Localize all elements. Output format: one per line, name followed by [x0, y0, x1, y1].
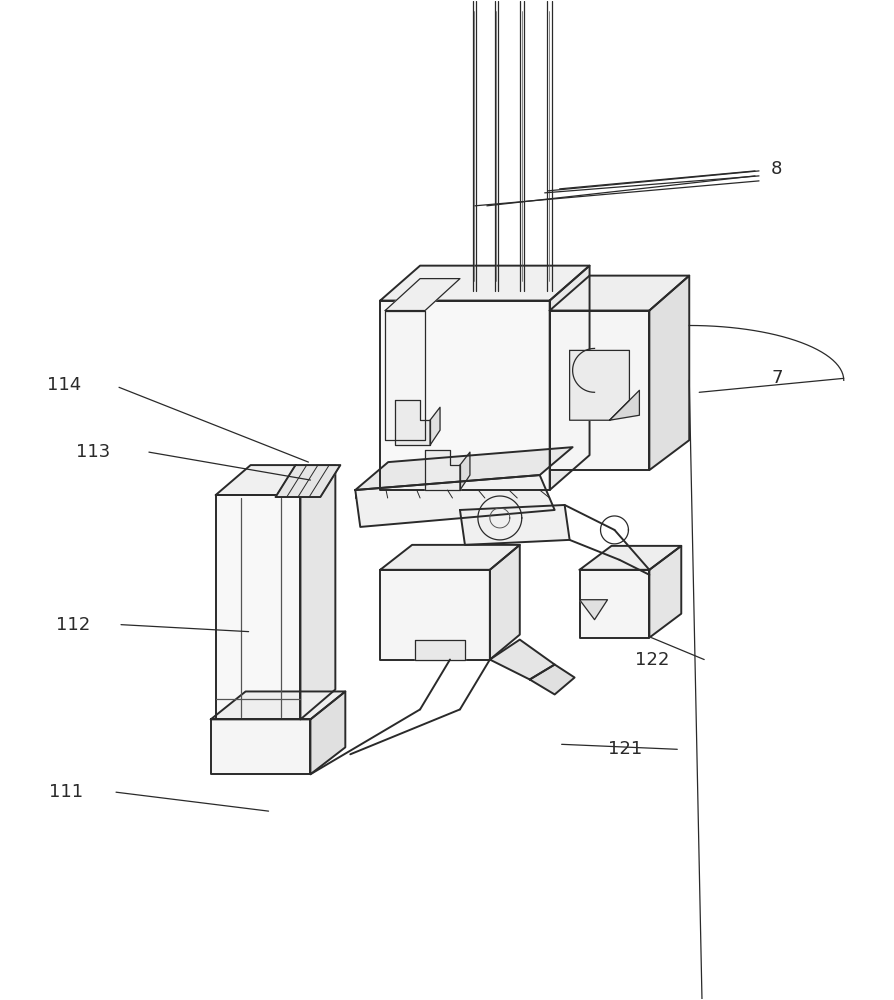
Polygon shape	[579, 600, 608, 620]
Polygon shape	[385, 279, 460, 311]
Polygon shape	[579, 546, 681, 570]
Polygon shape	[649, 276, 689, 470]
Polygon shape	[310, 691, 345, 774]
Polygon shape	[355, 475, 554, 527]
Polygon shape	[649, 546, 681, 638]
Text: 122: 122	[635, 651, 670, 669]
Polygon shape	[215, 465, 335, 495]
Polygon shape	[395, 400, 430, 445]
Polygon shape	[460, 505, 569, 545]
Text: 8: 8	[771, 160, 782, 178]
Text: 7: 7	[771, 369, 782, 387]
Polygon shape	[385, 311, 425, 440]
Polygon shape	[355, 447, 573, 490]
Text: 113: 113	[76, 443, 110, 461]
Polygon shape	[215, 495, 300, 719]
Polygon shape	[460, 452, 470, 490]
Polygon shape	[380, 545, 519, 570]
Polygon shape	[490, 545, 519, 660]
Polygon shape	[550, 276, 689, 311]
Polygon shape	[380, 570, 490, 660]
Polygon shape	[569, 350, 629, 420]
Polygon shape	[490, 640, 554, 680]
Polygon shape	[275, 465, 341, 497]
Polygon shape	[380, 266, 589, 301]
Polygon shape	[530, 665, 575, 694]
Text: 121: 121	[608, 740, 643, 758]
Text: 111: 111	[49, 783, 83, 801]
Polygon shape	[300, 465, 335, 719]
Text: 112: 112	[55, 616, 89, 634]
Text: 114: 114	[46, 376, 80, 394]
Polygon shape	[211, 691, 345, 719]
Polygon shape	[550, 266, 589, 490]
Polygon shape	[610, 390, 639, 420]
Polygon shape	[430, 407, 440, 445]
Polygon shape	[415, 640, 465, 660]
Polygon shape	[579, 570, 649, 638]
Polygon shape	[550, 311, 649, 470]
Polygon shape	[425, 450, 460, 490]
Polygon shape	[211, 719, 310, 774]
Polygon shape	[380, 301, 550, 490]
